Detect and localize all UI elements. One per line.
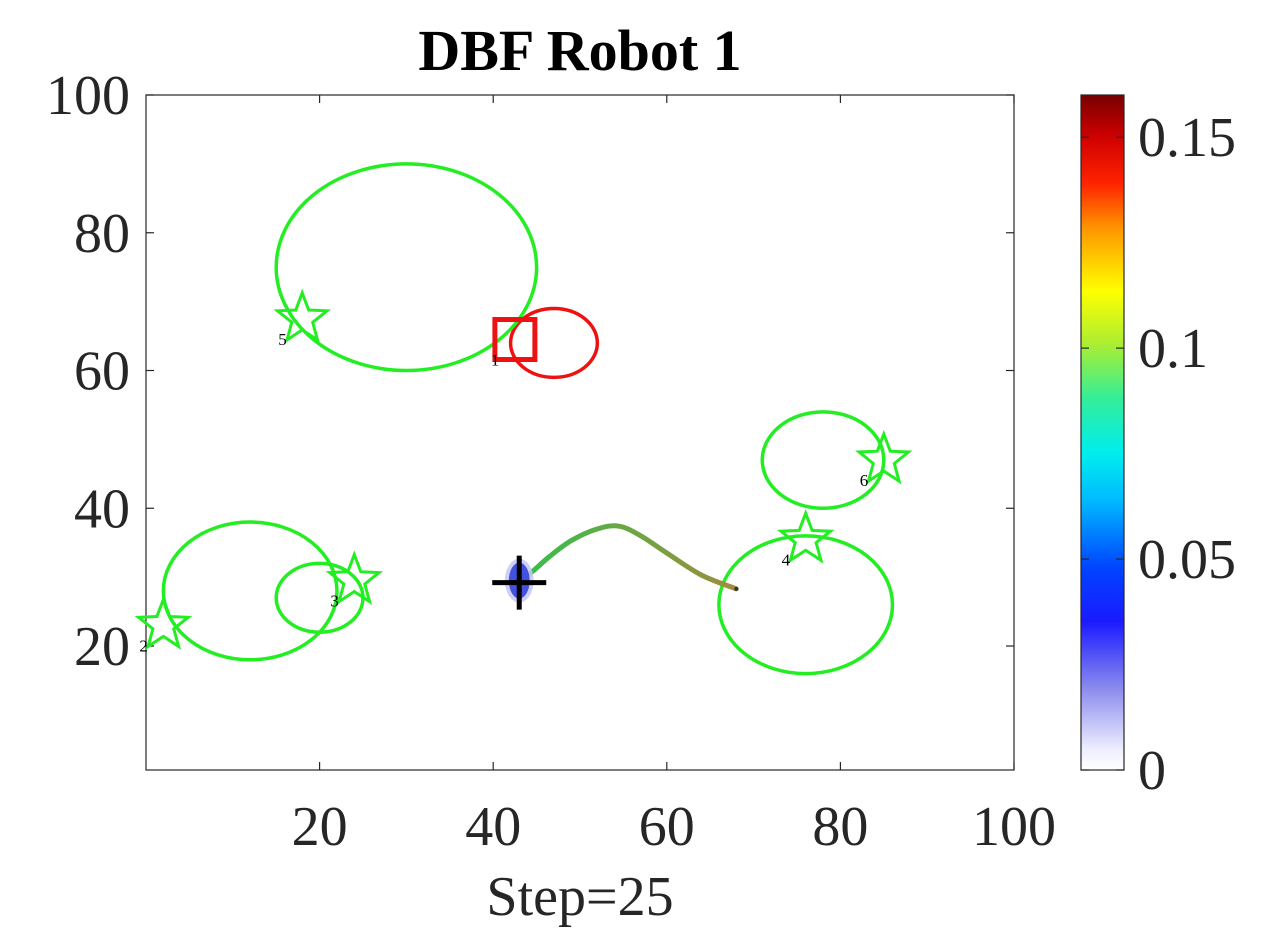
- y-tick-label: 20: [74, 616, 130, 678]
- y-tick-label: 80: [74, 203, 130, 265]
- target-label-1: 1: [491, 351, 500, 370]
- target-marker-1: [492, 317, 538, 363]
- robot-path: [492, 523, 739, 610]
- robot-trajectory: [516, 523, 739, 592]
- colorbar-tick-label: 0: [1138, 740, 1166, 802]
- x-axis-label: Step=25: [486, 866, 673, 928]
- robot-trajectory-start: [734, 586, 739, 591]
- axis-ticks: 20 40 60 80 100 20 40 60 80 100: [46, 65, 1056, 858]
- target-orbit-4: [717, 534, 895, 676]
- target-orbit-6: [760, 410, 886, 511]
- target-orbit-1: [508, 306, 600, 380]
- x-tick-label: 60: [639, 796, 695, 858]
- target-marker-4: [776, 509, 835, 564]
- target-marker-5: [273, 288, 332, 344]
- x-tick-label: 80: [812, 796, 868, 858]
- target-label-5: 5: [278, 330, 287, 349]
- x-tick-label: 40: [465, 796, 521, 858]
- colorbar-tick-label: 0.1: [1138, 318, 1208, 380]
- target-marker-6: [855, 429, 913, 485]
- y-tick-label: 100: [46, 65, 130, 127]
- y-tick-label: 60: [74, 341, 130, 403]
- target-marker-3: [325, 550, 384, 606]
- target-orbit-5: [274, 162, 539, 373]
- target-label-3: 3: [330, 592, 339, 611]
- plot-frame: [145, 94, 1015, 771]
- target-orbits: [161, 162, 895, 676]
- colorbar-tick-label: 0.05: [1138, 529, 1236, 591]
- colorbar: [1080, 94, 1125, 771]
- colorbar-tick-label: 0.15: [1138, 107, 1236, 169]
- target-markers: 1 2 3 4 5 6: [134, 288, 913, 655]
- y-tick-label: 40: [74, 478, 130, 540]
- target-label-6: 6: [860, 471, 869, 490]
- colorbar-ticks: 0 0.05 0.1 0.15: [1081, 107, 1236, 802]
- x-tick-label: 100: [972, 796, 1056, 858]
- target-marker-2: [134, 595, 193, 650]
- target-label-4: 4: [782, 550, 791, 569]
- target-label-2: 2: [139, 636, 148, 655]
- x-tick-label: 20: [292, 796, 348, 858]
- chart-title: DBF Robot 1: [418, 18, 741, 83]
- target-orbit-2: [161, 520, 339, 662]
